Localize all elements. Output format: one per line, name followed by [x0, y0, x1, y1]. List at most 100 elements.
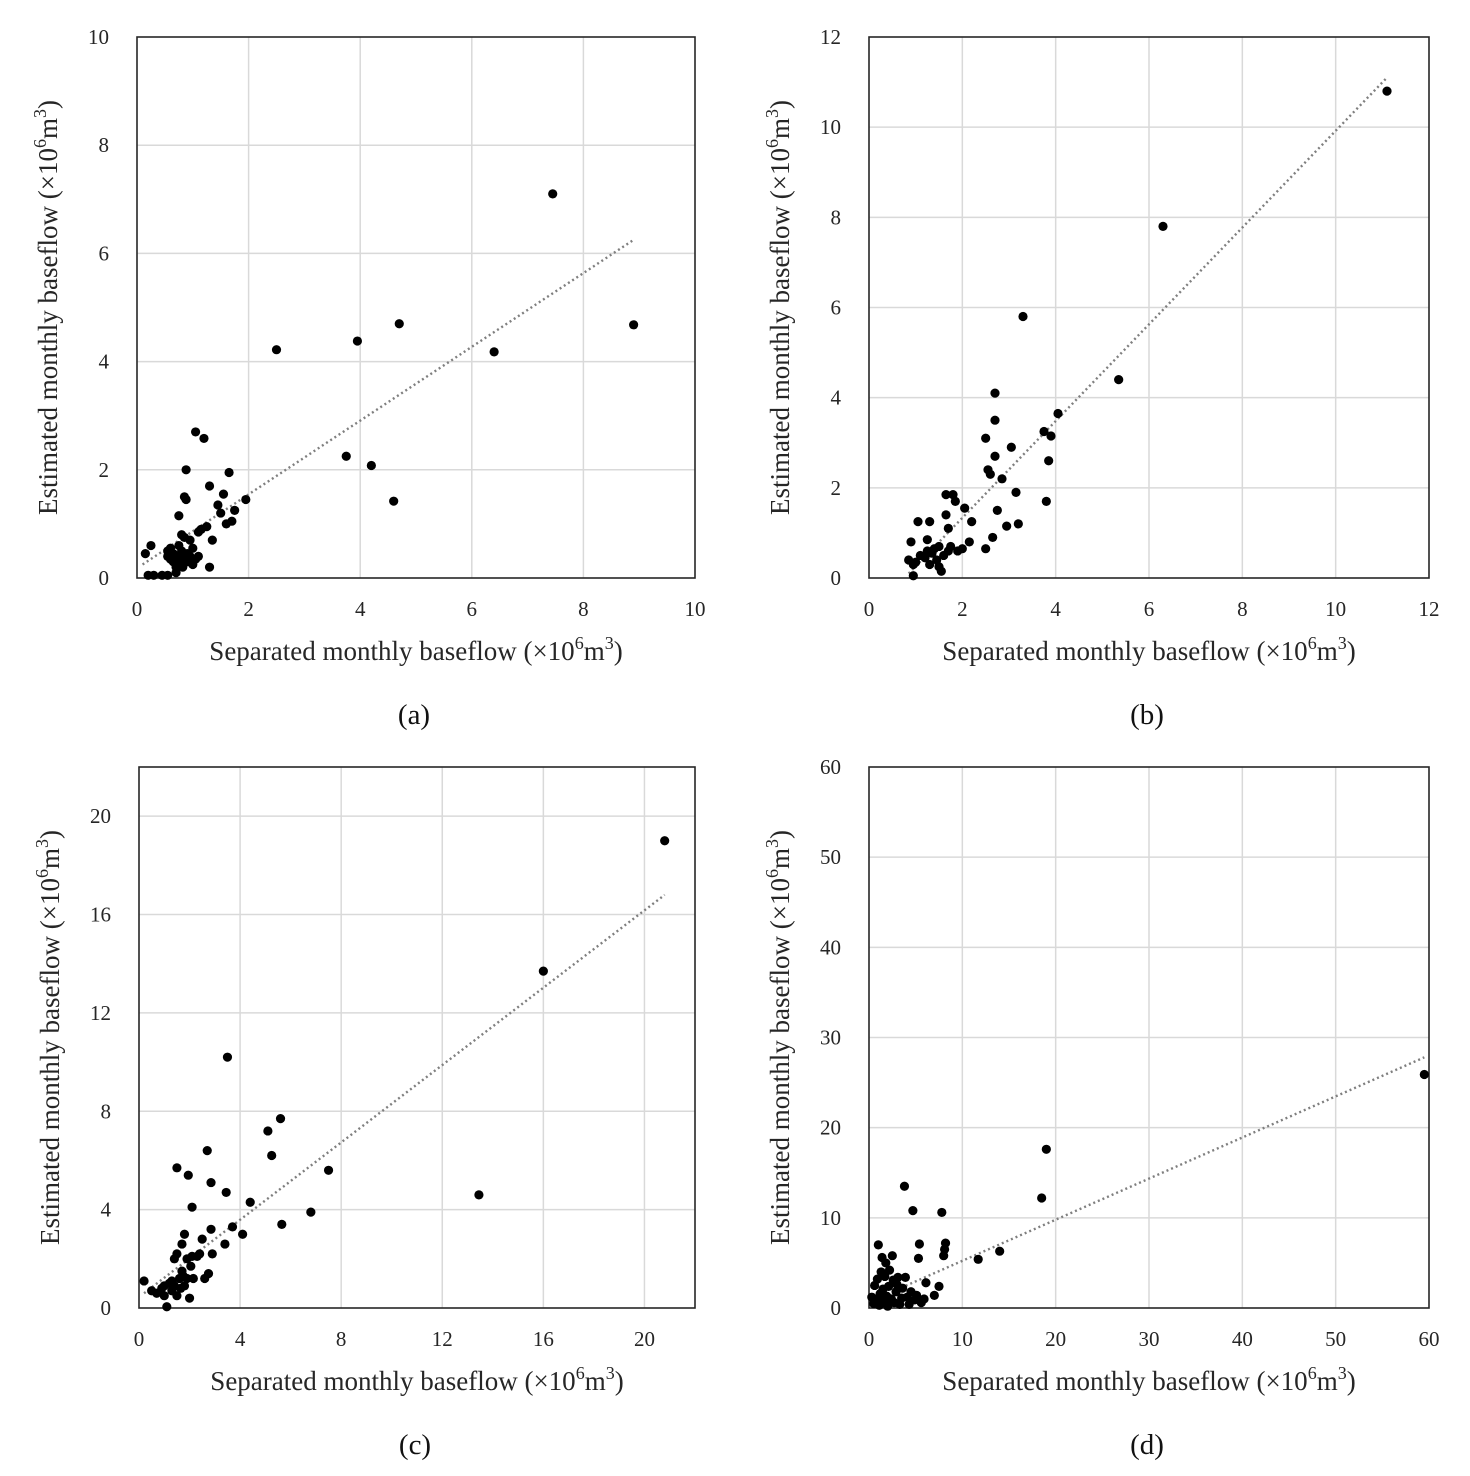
data-point: [1419, 1069, 1429, 1080]
x-tick-label: 40: [1232, 1327, 1253, 1351]
x-axis-label-part: Separated monthly baseflow (×10: [209, 636, 574, 666]
data-point: [1053, 408, 1063, 419]
data-point: [190, 427, 201, 437]
data-point: [146, 540, 156, 551]
y-axis-label: Estimated monthly baseflow (×106m3): [30, 100, 63, 515]
panel-c: 0 4 8 12 16 20 0 4 8 12 16 20 Separated monthly base…: [32, 766, 696, 1461]
data-point: [188, 543, 198, 553]
data-point: [1044, 456, 1054, 466]
x-axis-label-part: Separated monthly baseflow (×10: [210, 1366, 575, 1396]
x-axis-label-part: 6: [1308, 633, 1317, 653]
data-point: [323, 1165, 334, 1175]
y-axis-label: Estimated monthly baseflow (×106m3): [762, 100, 795, 515]
x-tick-label: 2: [957, 597, 968, 621]
x-tick-label: 16: [533, 1327, 554, 1351]
y-tick-label: 0: [831, 566, 842, 590]
x-axis-label-part: Separated monthly baseflow (×10: [942, 636, 1307, 666]
data-point: [394, 319, 404, 329]
y-axis-label-part: 6: [32, 869, 52, 878]
data-point: [204, 481, 215, 491]
data-point: [937, 1207, 947, 1218]
data-point: [149, 570, 159, 580]
data-point: [906, 537, 916, 547]
data-point: [216, 508, 226, 518]
y-axis-label-part: Estimated monthly baseflow (×10: [35, 878, 65, 1245]
data-point: [1039, 426, 1049, 437]
data-point: [990, 415, 1000, 425]
y-axis-label-part: m: [765, 118, 795, 139]
x-tick-label: 30: [1139, 1327, 1160, 1351]
data-point: [275, 1114, 286, 1124]
y-tick-label: 8: [101, 1099, 112, 1123]
data-point: [230, 505, 240, 515]
data-point: [227, 1222, 238, 1232]
data-point: [957, 544, 967, 554]
data-point: [936, 566, 946, 576]
data-point: [912, 1290, 922, 1300]
x-axis-label-part: ): [1347, 1366, 1356, 1396]
data-point: [139, 1276, 149, 1286]
x-axis-label-part: m: [585, 1366, 606, 1396]
data-point: [964, 537, 974, 547]
data-point: [202, 1146, 212, 1156]
panel-a: 0 2 4 6 8 10 0 2 4 6 8 10 Separated monthly baseflow…: [30, 25, 706, 731]
data-point: [159, 1291, 169, 1301]
x-tick-label: 4: [1050, 597, 1061, 621]
y-axis-label: Estimated monthly baseflow (×106m3): [32, 830, 65, 1245]
y-axis-label-part: 3: [762, 839, 782, 848]
y-tick-label: 2: [831, 476, 842, 500]
data-point: [227, 516, 237, 526]
linear-trendline: [143, 893, 666, 1295]
data-point: [202, 522, 212, 532]
data-point: [921, 1278, 931, 1288]
x-axis-label-part: 3: [606, 1363, 615, 1383]
y-tick-label: 16: [90, 903, 111, 927]
y-tick-label: 8: [99, 133, 110, 157]
y-tick-label: 10: [820, 115, 841, 139]
y-axis-label-part: m: [765, 848, 795, 869]
data-point: [960, 503, 970, 513]
panel-label: (b): [1130, 699, 1164, 731]
data-point: [967, 517, 977, 527]
data-point: [934, 1281, 944, 1291]
data-point: [919, 1294, 929, 1304]
plot-frame: [136, 36, 696, 579]
y-tick-label: 0: [101, 1296, 112, 1320]
data-point: [179, 1229, 190, 1239]
x-axis-label-part: 6: [575, 633, 584, 653]
y-axis-label-part: Estimated monthly baseflow (×10: [765, 148, 795, 515]
x-axis-label: Separated monthly baseflow (×106m3): [942, 633, 1355, 666]
data-point: [941, 489, 951, 500]
data-point: [188, 1273, 198, 1284]
data-point: [221, 1187, 231, 1198]
data-point: [172, 1291, 182, 1301]
data-point: [884, 1281, 894, 1291]
data-point: [220, 1239, 230, 1249]
data-point: [1002, 521, 1012, 531]
y-tick-label: 6: [831, 296, 842, 320]
x-axis-label-part: 3: [1338, 1363, 1347, 1383]
plot-frame: [138, 766, 696, 1309]
data-point: [934, 541, 944, 552]
x-tick-label: 4: [355, 597, 366, 621]
data-point: [943, 523, 953, 534]
data-point: [913, 1253, 924, 1264]
data-point: [1041, 496, 1051, 506]
linear-trendline: [907, 76, 1388, 575]
x-axis-label-part: 3: [605, 633, 614, 653]
data-point: [238, 1229, 248, 1239]
x-tick-label: 0: [864, 597, 875, 621]
data-point: [887, 1251, 897, 1261]
data-point: [922, 535, 932, 545]
data-point: [172, 1249, 182, 1259]
data-point: [184, 1293, 195, 1303]
data-point: [929, 1290, 939, 1300]
data-point: [162, 1302, 172, 1312]
y-axis-label-part: Estimated monthly baseflow (×10: [33, 148, 63, 515]
data-point: [277, 1219, 287, 1229]
data-point: [946, 541, 956, 552]
plot-frame: [868, 36, 1430, 579]
x-tick-label: 50: [1325, 1327, 1346, 1351]
y-tick-label: 0: [99, 566, 110, 590]
